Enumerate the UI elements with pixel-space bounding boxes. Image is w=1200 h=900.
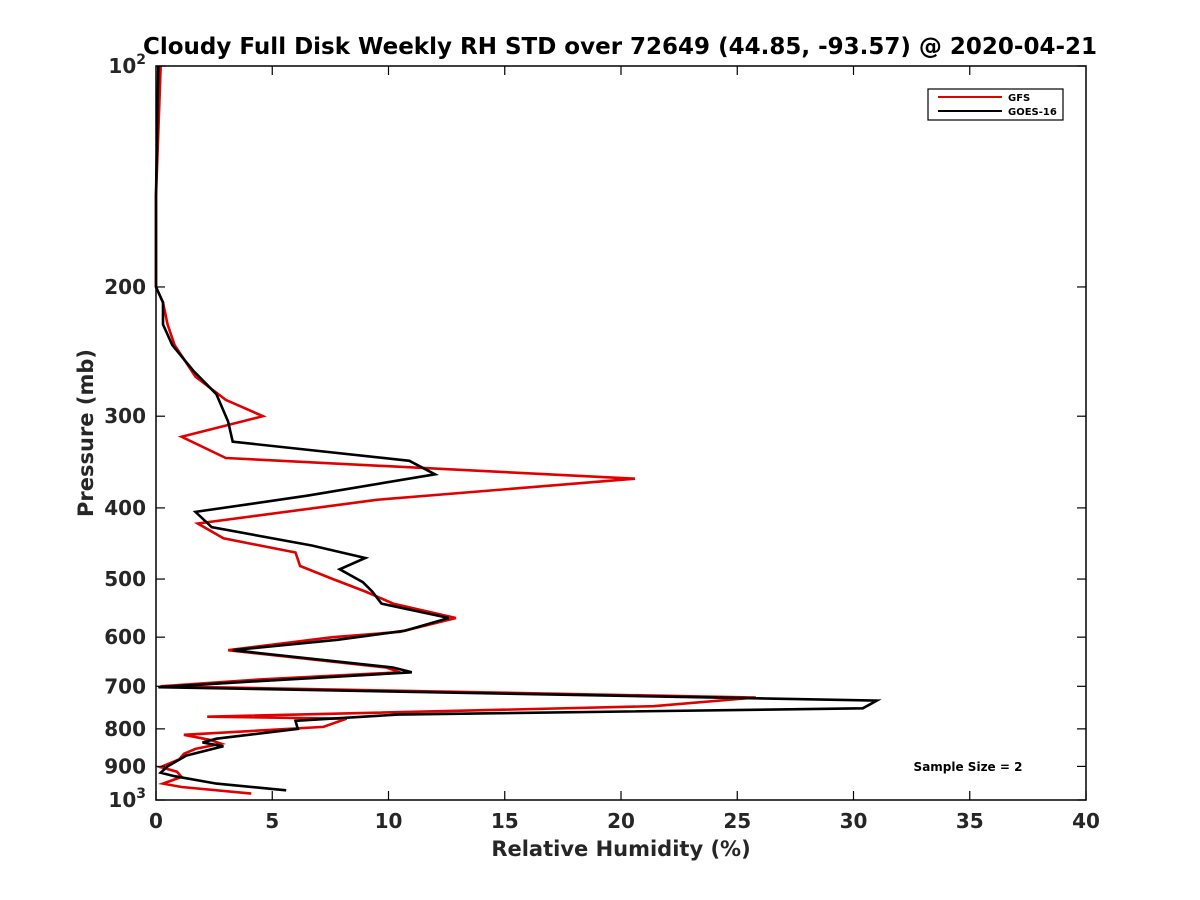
x-tick-label: 20	[607, 809, 635, 833]
series-line-gfs	[154, 65, 757, 795]
y-tick-label: 900	[104, 754, 146, 778]
x-tick-label: 35	[956, 809, 984, 833]
x-tick-label: 5	[265, 809, 279, 833]
y-tick-label: 200	[104, 275, 146, 299]
x-axis: 0 5 10 15 20 25 30 35 40	[149, 66, 1100, 833]
y-tick-label: 700	[104, 674, 146, 698]
plot-area	[154, 65, 882, 795]
y-tick-label: 400	[104, 496, 146, 520]
y-tick-label: 102	[108, 52, 146, 78]
y-tick-label: 103	[108, 786, 146, 812]
x-tick-label: 15	[491, 809, 519, 833]
y-tick-label: 300	[104, 404, 146, 428]
legend-box	[927, 88, 1064, 121]
legend: GFS GOES-16	[927, 88, 1064, 121]
x-tick-label: 10	[375, 809, 403, 833]
y-tick-label: 500	[104, 567, 146, 591]
y-axis-label: Pressure (mb)	[74, 349, 98, 517]
sample-size-annotation: Sample Size = 2	[914, 760, 1023, 774]
x-tick-label: 30	[840, 809, 868, 833]
x-axis-label: Relative Humidity (%)	[491, 837, 750, 861]
legend-label-goes16: GOES-16	[1008, 107, 1057, 118]
y-tick-label: 600	[104, 625, 146, 649]
x-tick-label: 40	[1072, 809, 1100, 833]
series-line-goes16	[154, 65, 882, 792]
x-tick-label: 0	[149, 809, 163, 833]
y-tick-label-exponent: 3	[136, 786, 146, 802]
legend-label-gfs: GFS	[1008, 93, 1030, 104]
y-tick-label-base: 10	[108, 788, 136, 812]
y-tick-label-base: 10	[108, 54, 136, 78]
y-tick-label-exponent: 2	[136, 52, 146, 68]
y-tick-label: 800	[104, 717, 146, 741]
chart-title: Cloudy Full Disk Weekly RH STD over 7264…	[143, 34, 1097, 60]
x-tick-label: 25	[723, 809, 751, 833]
